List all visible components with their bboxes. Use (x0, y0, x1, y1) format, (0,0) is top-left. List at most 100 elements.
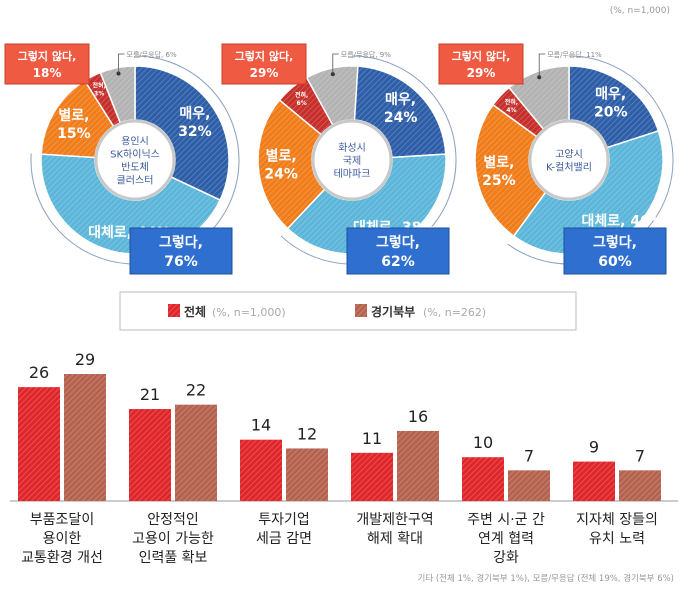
bar-hatch (619, 470, 661, 501)
yes-box-value: 60% (598, 254, 632, 270)
slice-pct: 6% (297, 100, 307, 107)
slice-pct: 24% (264, 166, 298, 182)
bar-hatch (462, 457, 504, 501)
slice-pct: 32% (178, 124, 212, 140)
dk-label: 모름/무응답, 9% (341, 50, 391, 59)
center-label: 클러스터 (117, 175, 154, 187)
bar-hatch (129, 409, 171, 501)
top-note: (%, n=1,000) (609, 6, 670, 16)
pie-slice-hatch (41, 80, 114, 158)
pie-slice-hatch (306, 66, 358, 125)
pie-slice-hatch (492, 87, 544, 137)
bar-hatch (175, 404, 217, 501)
category-label: 안정적인 (147, 512, 199, 528)
center-label: 국제 (343, 155, 361, 167)
bar-value-label: 12 (297, 424, 317, 443)
slice-label: 대체로, 40% (582, 213, 664, 229)
category-label: 강화 (493, 550, 519, 566)
bar-hatch (397, 430, 439, 501)
bar-value-label: 7 (524, 446, 534, 465)
category-label: 유치 노력 (589, 531, 645, 547)
legend-note: (%, n=262) (423, 306, 486, 319)
bar-hatch (351, 452, 393, 501)
leader-line (538, 53, 546, 78)
pie-slice-hatch (257, 100, 325, 229)
leader-line (332, 53, 339, 75)
yes-box-value: 76% (164, 254, 198, 270)
slice-pct: 4% (506, 107, 516, 114)
pie-slice-hatch (279, 77, 333, 135)
slice-pct: 20% (594, 105, 628, 121)
bar-value-label: 26 (29, 363, 49, 382)
pie-slice-hatch (352, 66, 446, 158)
pie-slice-hatch (569, 66, 659, 148)
legend-swatch-hatch (168, 304, 180, 317)
pie-slice-hatch (509, 66, 569, 130)
yes-box (563, 227, 667, 275)
center-label: SK하이닉스 (110, 148, 160, 161)
yes-box-label: 그렇다, (593, 235, 637, 251)
bar-value-label: 9 (589, 438, 599, 457)
dk-label: 모름/무응답, 11% (547, 50, 602, 59)
category-label: 지자체 장들의 (576, 512, 658, 528)
category-label: 해제 확대 (367, 531, 423, 547)
bar-hatch (508, 470, 550, 501)
yes-box (346, 227, 450, 275)
center-label: 용인시 (121, 136, 149, 148)
category-label: 인력풀 확보 (139, 550, 208, 566)
bar-value-label: 22 (186, 381, 206, 400)
category-label: 세금 감면 (256, 531, 312, 547)
bar-value-label: 7 (635, 446, 645, 465)
category-label: 교통환경 개선 (21, 550, 103, 566)
slice-label: 전혀, (295, 91, 308, 99)
legend-note: (%, n=1,000) (212, 306, 286, 319)
no-box (438, 43, 524, 85)
category-label: 부품조달이 (30, 512, 94, 528)
yes-box-label: 그렇다, (376, 235, 420, 251)
slice-pct: 15% (57, 126, 91, 142)
yes-bracket-arc (280, 55, 457, 265)
category-label: 용이한 (43, 531, 82, 547)
pie-slice-hatch (513, 130, 663, 254)
center-circle (528, 119, 610, 201)
center-label: 고양시 (555, 149, 583, 161)
no-box-value: 18% (33, 66, 62, 80)
center-label: K-컬처밸리 (546, 161, 592, 174)
slice-pct: 3% (94, 91, 104, 98)
center-label: 화성시 (338, 142, 366, 154)
bar-hatch (240, 439, 282, 501)
slice-pct: 25% (482, 173, 516, 189)
yes-box (129, 227, 233, 275)
slice-label: 전혀, (505, 98, 518, 106)
center-circle (94, 119, 176, 201)
no-box-value: 29% (467, 66, 496, 80)
no-box-label: 그렇지 않다, (18, 49, 77, 63)
no-box-label: 그렇지 않다, (235, 49, 294, 63)
no-box-label: 그렇지 않다, (452, 49, 511, 63)
bar-hatch (18, 387, 60, 501)
category-label: 주변 시·군 간 (467, 512, 545, 528)
yes-box-value: 62% (381, 254, 415, 270)
bar-hatch (573, 461, 615, 501)
pie-slice-hatch (100, 66, 135, 123)
legend-swatch-hatch (355, 304, 367, 317)
category-label: 연계 협력 (478, 531, 534, 547)
bar-value-label: 16 (408, 407, 428, 426)
bar-value-label: 10 (473, 433, 493, 452)
slice-label: 매우, (385, 92, 416, 108)
center-circle (311, 119, 393, 201)
slice-pct: 24% (384, 110, 418, 126)
yes-box-label: 그렇다, (159, 235, 203, 251)
leader-line (118, 53, 125, 74)
category-label: 고용이 가능한 (132, 531, 214, 547)
no-box-value: 29% (250, 66, 279, 80)
slice-label: 별로, (58, 107, 89, 124)
slice-label: 매우, (179, 106, 210, 122)
no-box (221, 43, 307, 85)
legend-label: 경기북부 (371, 304, 415, 319)
slice-label: 별로, (266, 147, 297, 164)
center-label: 반도체 (121, 162, 149, 174)
slice-label: 별로, (483, 154, 514, 171)
